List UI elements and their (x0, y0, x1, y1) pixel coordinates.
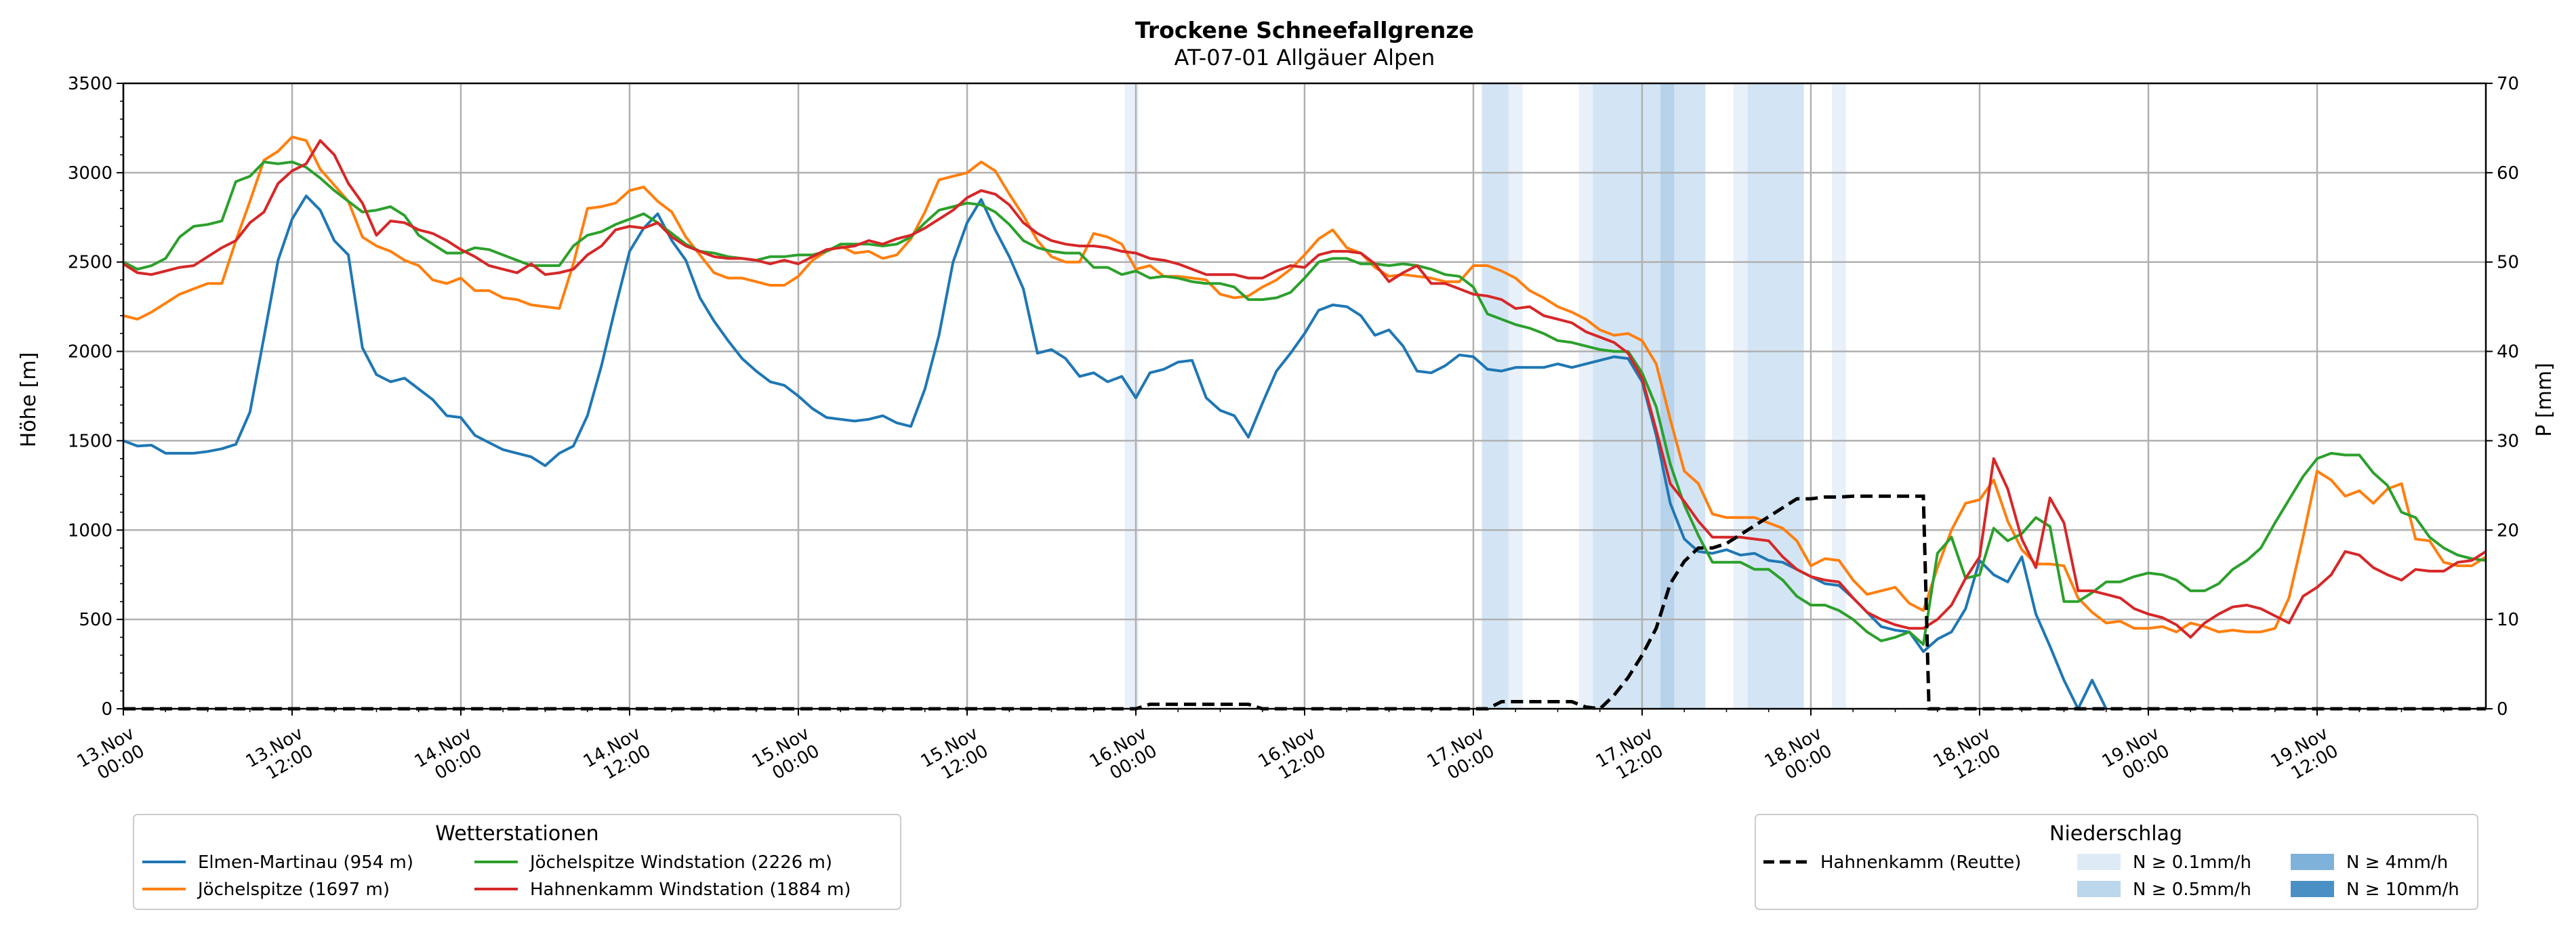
y-tick-label-0: 0 (101, 699, 113, 720)
series-line-2 (123, 161, 2487, 646)
chart-title: Trockene Schneefallgrenze (1135, 17, 1474, 43)
precip-band-3 (1578, 83, 1593, 709)
y-tick-label-4: 2000 (68, 342, 113, 363)
legend-precip-patches: N ≥ 0.1mm/h N ≥ 0.5mm/h N ≥ 4mm/h N ≥ 10mm/… (2077, 852, 2459, 900)
legend-patch-label-2: N ≥ 4mm/h (2346, 852, 2448, 873)
axes: 0 500 1000 1500 2000 2500 3000 3500 0 10 20 30 40 50 6… (68, 74, 2519, 784)
legend-precip-line-label: Hahnenkamm (Reutte) (1820, 852, 2021, 873)
legend-patch-2 (2291, 854, 2334, 870)
precip-band-9 (1832, 83, 1846, 709)
legend-stations: Wetterstationen Elmen-Martinau (954 m) Jö… (133, 814, 901, 910)
legend-patch-1 (2077, 881, 2121, 897)
legend-label-2: Jöchelspitze Windstation (2226 m) (529, 852, 832, 873)
legend-precip: Niederschlag Hahnenkamm (Reutte) N ≥ 0.1… (1755, 814, 2478, 910)
precip-band-7 (1733, 83, 1748, 709)
legend-stations-title: Wetterstationen (435, 822, 598, 846)
series-lines (122, 136, 2487, 711)
y-tick-label-7: 3500 (68, 74, 113, 94)
legend-label-3: Hahnenkamm Windstation (1884 m) (530, 880, 851, 900)
precip-line (123, 494, 2486, 711)
grid-lines (122, 83, 2486, 709)
precip-band-5 (1660, 83, 1675, 709)
series-line-3 (122, 139, 2487, 639)
chart-subtitle: AT-07-01 Allgäuer Alpen (1174, 45, 1435, 70)
precip-band-2 (1508, 83, 1523, 709)
y-tick-label-5: 2500 (68, 253, 113, 273)
y-axis-title: Höhe [m] (17, 352, 41, 448)
precip-band-8 (1747, 83, 1804, 709)
y2-tick-label-7: 70 (2497, 74, 2519, 94)
legend-patch-label-0: N ≥ 0.1mm/h (2133, 852, 2251, 873)
legend-patch-0 (2077, 854, 2121, 870)
y2-tick-label-3: 30 (2497, 431, 2519, 451)
y-tick-label-6: 3000 (68, 163, 113, 184)
legend-patch-label-1: N ≥ 0.5mm/h (2133, 880, 2251, 900)
y2-tick-label-1: 10 (2497, 610, 2519, 630)
legend-patch-label-3: N ≥ 10mm/h (2346, 880, 2459, 900)
y-tick-label-3: 1500 (68, 431, 113, 451)
legend-precip-title: Niederschlag (2049, 822, 2182, 846)
legend-patch-3 (2291, 881, 2334, 897)
y-tick-label-1: 500 (79, 610, 113, 630)
precip-band-6 (1674, 83, 1706, 709)
y2-tick-label-6: 60 (2497, 163, 2519, 184)
y2-axis-title: P [mm] (2533, 363, 2556, 436)
legend-stations-items: Elmen-Martinau (954 m) Jöchelspitze (1697… (142, 852, 851, 900)
series-line-0 (123, 194, 2108, 710)
y2-tick-label-2: 20 (2497, 520, 2519, 541)
series-line-1 (123, 136, 2487, 634)
y2-tick-label-0: 0 (2497, 699, 2508, 720)
y-tick-label-2: 1000 (68, 520, 113, 541)
legend-label-1: Jöchelspitze (1697 m) (197, 880, 390, 900)
precip-band-1 (1481, 83, 1509, 709)
y2-tick-label-5: 50 (2497, 253, 2519, 273)
precip-bands (1124, 83, 1846, 709)
precip-band-4 (1593, 83, 1660, 709)
legend-label-0: Elmen-Martinau (954 m) (198, 852, 413, 873)
y2-tick-label-4: 40 (2497, 342, 2519, 363)
